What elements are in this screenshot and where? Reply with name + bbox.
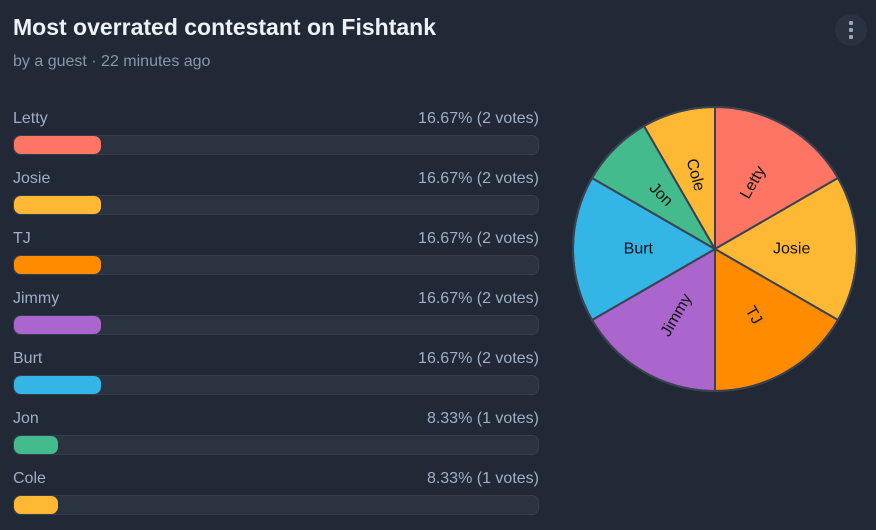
progress-track [13,495,539,515]
option-percent: 16.67% (2 votes) [418,170,539,187]
progress-track [13,135,539,155]
option-label: Burt [13,350,43,367]
option-percent: 16.67% (2 votes) [418,290,539,307]
option-percent: 16.67% (2 votes) [418,230,539,247]
kebab-dot [849,28,853,32]
option-percent: 16.67% (2 votes) [418,350,539,367]
progress-track [13,195,539,215]
progress-fill [14,136,102,154]
progress-track [13,255,539,275]
progress-fill [14,496,58,514]
progress-fill [14,316,102,334]
option-percent: 16.67% (2 votes) [418,110,539,127]
progress-track [13,435,539,455]
result-row: Jimmy 16.67% (2 votes) [13,290,539,350]
result-row: Josie 16.67% (2 votes) [13,170,539,230]
option-percent: 8.33% (1 votes) [426,470,539,487]
pie-label: TJ [742,303,766,327]
option-percent: 8.33% (1 votes) [426,410,539,427]
pie-outline [572,106,858,392]
progress-fill [14,376,102,394]
result-row: Cole 8.33% (1 votes) [13,470,539,530]
pie-label: Burt [624,241,654,258]
option-label: Jon [13,410,39,427]
pie-label: Josie [773,241,810,258]
poll-title: Most overrated contestant on Fishtank [13,14,437,40]
progress-fill [14,256,102,274]
option-label: Letty [13,110,48,127]
progress-fill [14,436,58,454]
result-row: Burt 16.67% (2 votes) [13,350,539,410]
result-row: Letty 16.67% (2 votes) [13,110,539,170]
progress-track [13,375,539,395]
option-label: TJ [13,230,31,247]
result-row: Jon 8.33% (1 votes) [13,410,539,470]
option-label: Cole [13,470,46,487]
kebab-dot [849,35,853,39]
progress-fill [14,196,102,214]
result-row: TJ 16.67% (2 votes) [13,230,539,290]
kebab-menu-icon [849,21,853,25]
option-label: Jimmy [13,290,60,307]
option-label: Josie [13,170,51,187]
poll-byline: by a guest · 22 minutes ago [13,53,211,70]
kebab-menu-button[interactable] [835,14,867,46]
progress-track [13,315,539,335]
